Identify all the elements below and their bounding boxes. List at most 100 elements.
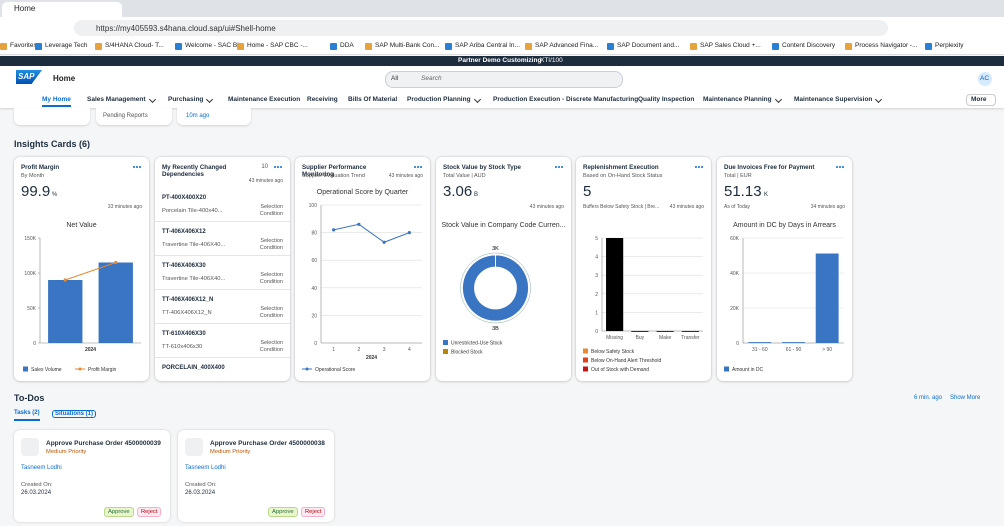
menu-dot[interactable] [842, 166, 844, 168]
search-scope[interactable]: All [391, 75, 399, 82]
menu-dot[interactable] [695, 166, 697, 168]
bookmark[interactable]: SAP Multi-Bank Con... [375, 42, 440, 49]
nav-item[interactable]: Production Planning [407, 96, 471, 103]
avatar[interactable] [978, 72, 992, 86]
reject-button[interactable]: Reject [137, 507, 162, 517]
bookmark[interactable]: Welcome - SAC BI [185, 42, 240, 49]
task-person[interactable]: Tasneem Lodhi [185, 465, 226, 471]
bookmark[interactable]: Home - SAP CBC -... [247, 42, 308, 49]
bookmark[interactable]: S/4HANA Cloud- T... [105, 42, 164, 49]
menu-dot[interactable] [698, 166, 700, 168]
bookmark[interactable]: Perplexity [935, 42, 964, 49]
item-id[interactable]: TT-406X406X30 [162, 263, 206, 269]
bookmark[interactable]: SAP Ariba Central In... [455, 42, 520, 49]
menu-dot[interactable] [136, 166, 138, 168]
menu-dot[interactable] [701, 166, 703, 168]
kpi: 99.9 [21, 183, 51, 200]
menu-dot[interactable] [139, 166, 141, 168]
bookmarks-bar [0, 40, 1004, 55]
task-card: Approve Purchase Order 4500000038 Medium … [178, 430, 334, 522]
bookmark[interactable]: Process Navigator -... [855, 42, 918, 49]
bookmark[interactable]: Leverage Tech [45, 42, 88, 49]
legend-label: Unrestricted-Use Stock [451, 341, 503, 347]
y-tick-label: 1 [595, 310, 598, 316]
menu-dot[interactable] [417, 166, 419, 168]
bar [815, 253, 839, 343]
item-id[interactable]: PT-400X400X20 [162, 195, 207, 201]
menu-dot[interactable] [839, 166, 841, 168]
refreshed[interactable]: 6 min. ago [914, 395, 943, 401]
bar [748, 342, 772, 343]
todo-tab[interactable]: Situations (1) [52, 410, 97, 418]
approve-button[interactable]: Approve [268, 507, 298, 517]
bookmark[interactable]: DDA [340, 42, 354, 49]
bookmark[interactable]: SAP Advanced Fina... [535, 42, 599, 49]
pie-ring [460, 252, 531, 324]
nav-item[interactable]: Quality Inspection [638, 96, 695, 103]
item-kind: Selection Condition [259, 238, 283, 251]
reject-button[interactable]: Reject [301, 507, 326, 517]
card-time: 43 minutes ago [248, 178, 283, 184]
more-button[interactable] [966, 94, 996, 106]
todos-title: To-Dos [14, 393, 45, 403]
y-tick-label: 40 [311, 286, 317, 292]
nav-item[interactable]: Sales Management [87, 96, 146, 103]
task-priority: Medium Priority [46, 449, 87, 455]
nav-item[interactable]: Maintenance Execution [228, 96, 301, 103]
legend-label: Blocked Stock [451, 350, 483, 356]
menu-dot[interactable] [420, 166, 422, 168]
nav-item[interactable]: Maintenance Planning [703, 96, 772, 103]
item-id[interactable]: PORCELAIN_400X400 [162, 365, 225, 371]
insight-card: Profit Margin By Month 33 minutes ago 99.9%… [14, 157, 149, 381]
item-kind: Selection Condition [259, 204, 283, 217]
menu-dot[interactable] [558, 166, 560, 168]
nav-item[interactable]: My Home [42, 96, 71, 103]
menu-dot[interactable] [133, 166, 135, 168]
legend-swatch [724, 366, 729, 372]
approve-button[interactable]: Approve [104, 507, 134, 517]
task-card: Approve Purchase Order 4500000039 Medium … [14, 430, 170, 522]
nav-item[interactable]: Receiving [307, 96, 338, 103]
nav-item[interactable]: Purchasing [168, 96, 204, 103]
task-title[interactable]: Approve Purchase Order 4500000038 [210, 440, 325, 447]
show-more[interactable]: Show More [950, 395, 981, 401]
banner [0, 56, 1004, 66]
task-title[interactable]: Approve Purchase Order 4500000039 [46, 440, 161, 447]
menu-dot[interactable] [561, 166, 563, 168]
bookmark[interactable]: Favorites [10, 42, 37, 49]
legend-label: Below On-Hand Alert Threshold [591, 358, 661, 364]
item-id[interactable]: TT-610X406X30 [162, 331, 206, 337]
item-id[interactable]: TT-406X406X12 [162, 229, 206, 235]
tab[interactable] [2, 2, 122, 17]
tab-title: Home [14, 4, 36, 13]
menu-dot[interactable] [836, 166, 838, 168]
nav-item[interactable]: Production Execution - Discrete Manufact… [493, 96, 639, 103]
menu-dot[interactable] [280, 166, 282, 168]
kpi: 5 [583, 183, 592, 200]
y-tick-label: 0 [314, 341, 317, 347]
y-tick-label: 80 [311, 231, 317, 237]
menu-dot[interactable] [277, 166, 279, 168]
more-label[interactable]: More [971, 96, 987, 103]
bookmark[interactable]: SAP Sales Cloud +... [700, 42, 761, 49]
address-bar[interactable] [74, 20, 888, 36]
card-title: Replenishment Execution [583, 164, 659, 171]
item-id[interactable]: TT-406X406X12_N [162, 297, 214, 303]
chart: Amount in DC by Days in Arrears 0 20K 40K 60… [724, 222, 844, 373]
menu-dot[interactable] [555, 166, 557, 168]
search-box[interactable] [385, 71, 623, 88]
y-tick-label: 60 [311, 258, 317, 264]
nav-item[interactable]: Bills Of Material [348, 96, 398, 103]
y-tick-label: 60K [730, 236, 740, 242]
bookmark[interactable]: Content Discovery [782, 42, 836, 49]
shell-title[interactable]: Home [53, 74, 76, 83]
x-tick-label: 31 - 60 [752, 347, 768, 353]
menu-dot[interactable] [274, 166, 276, 168]
menu-dot[interactable] [414, 166, 416, 168]
x-tick-label: Transfer [681, 335, 700, 341]
bookmark[interactable]: SAP Document and... [617, 42, 680, 49]
nav-item[interactable]: Maintenance Supervision [794, 96, 873, 103]
card-subtitle: Total | EUR [724, 173, 752, 179]
task-person[interactable]: Tasneem Lodhi [21, 465, 62, 471]
todo-tab[interactable]: Tasks (2) [14, 410, 40, 416]
